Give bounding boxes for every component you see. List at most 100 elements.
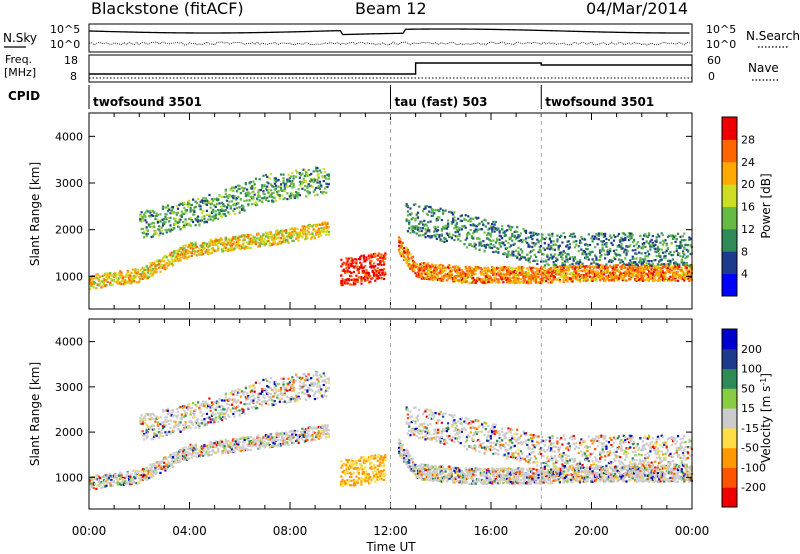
power-cell bbox=[590, 237, 593, 240]
power-cell bbox=[316, 170, 319, 173]
power-cell bbox=[310, 184, 313, 187]
power-cell bbox=[563, 275, 567, 279]
power-cell bbox=[354, 265, 357, 268]
power-cell bbox=[676, 267, 680, 270]
power-cell bbox=[528, 231, 531, 234]
power-cell bbox=[266, 239, 269, 243]
power-cell bbox=[630, 269, 633, 272]
power-cell bbox=[681, 251, 685, 255]
power-cell bbox=[649, 274, 652, 277]
power-cell bbox=[688, 238, 691, 242]
power-cell bbox=[398, 250, 401, 253]
power-cell bbox=[349, 265, 352, 268]
power-cell bbox=[290, 192, 293, 195]
power-cell bbox=[140, 267, 143, 271]
power-cell bbox=[674, 264, 677, 267]
power-cell bbox=[670, 269, 673, 272]
power-cell bbox=[625, 249, 628, 252]
power-cell bbox=[220, 201, 224, 204]
power-cell bbox=[650, 268, 653, 271]
power-cell bbox=[153, 222, 156, 225]
power-cell bbox=[222, 202, 225, 206]
power-cell bbox=[485, 275, 489, 278]
power-cell bbox=[406, 248, 410, 252]
power-cell bbox=[186, 223, 190, 226]
power-cell bbox=[527, 243, 530, 246]
power-cell bbox=[676, 279, 680, 282]
power-cell bbox=[436, 216, 440, 219]
power-cell bbox=[421, 264, 425, 268]
power-cell bbox=[459, 271, 462, 275]
power-cell bbox=[610, 236, 613, 239]
power-cell bbox=[90, 283, 93, 287]
power-cell bbox=[410, 212, 413, 215]
power-cell bbox=[283, 241, 286, 244]
power-cell bbox=[556, 271, 559, 274]
power-cell bbox=[576, 276, 579, 279]
power-cell bbox=[217, 239, 220, 242]
power-cell bbox=[610, 277, 613, 280]
power-cell bbox=[648, 232, 651, 235]
power-cell bbox=[305, 225, 308, 228]
power-cell bbox=[443, 236, 446, 240]
power-cell bbox=[624, 257, 627, 260]
power-cell bbox=[676, 253, 680, 257]
power-cell bbox=[452, 280, 455, 283]
power-cell bbox=[117, 273, 121, 276]
power-cell bbox=[171, 205, 175, 209]
power-cell bbox=[686, 272, 690, 275]
power-cell bbox=[450, 277, 453, 280]
power-cell bbox=[170, 251, 173, 254]
power-cell bbox=[611, 269, 614, 272]
power-cell bbox=[506, 281, 509, 284]
power-cell bbox=[213, 249, 216, 252]
velocity-cell bbox=[132, 480, 136, 483]
power-cell bbox=[624, 274, 627, 278]
power-cell bbox=[493, 274, 496, 277]
power-cell bbox=[413, 263, 416, 266]
power-cell bbox=[684, 267, 687, 270]
power-cell bbox=[494, 220, 497, 224]
power-cell bbox=[420, 272, 423, 275]
velocity-cell bbox=[198, 454, 201, 457]
power-cell bbox=[548, 256, 551, 259]
power-cell bbox=[479, 270, 482, 273]
power-cell bbox=[414, 225, 417, 228]
power-cell bbox=[484, 225, 487, 228]
power-cell bbox=[305, 180, 308, 183]
power-cell bbox=[405, 219, 408, 223]
power-cell bbox=[401, 241, 405, 244]
power-cell bbox=[494, 241, 497, 244]
power-cell bbox=[594, 246, 597, 249]
power-cell bbox=[291, 181, 294, 184]
power-cell bbox=[132, 274, 136, 277]
power-cell bbox=[507, 266, 510, 269]
power-cell bbox=[474, 281, 477, 284]
power-cell bbox=[637, 278, 641, 281]
power-cell bbox=[269, 243, 273, 246]
power-cell bbox=[225, 199, 229, 202]
power-cell bbox=[153, 262, 156, 265]
power-cell bbox=[185, 257, 188, 260]
power-cell bbox=[507, 254, 510, 257]
power-cell bbox=[303, 225, 307, 228]
power-cell bbox=[286, 197, 289, 201]
velocity-cell bbox=[135, 475, 138, 478]
power-cell bbox=[654, 276, 657, 279]
power-cell bbox=[513, 230, 516, 234]
power-cell bbox=[502, 269, 505, 272]
power-cell bbox=[190, 254, 193, 257]
power-cell bbox=[635, 273, 638, 276]
power-cell bbox=[575, 270, 578, 273]
power-cell bbox=[300, 182, 303, 185]
velocity-cell bbox=[121, 476, 124, 480]
power-cell bbox=[605, 263, 608, 266]
power-cell bbox=[575, 262, 578, 265]
power-cell bbox=[655, 266, 658, 269]
power-cell bbox=[683, 276, 686, 279]
power-cell bbox=[595, 266, 598, 269]
velocity-cell bbox=[125, 474, 128, 477]
power-cell bbox=[325, 230, 328, 233]
power-cell bbox=[209, 218, 212, 221]
power-cell bbox=[469, 217, 472, 220]
